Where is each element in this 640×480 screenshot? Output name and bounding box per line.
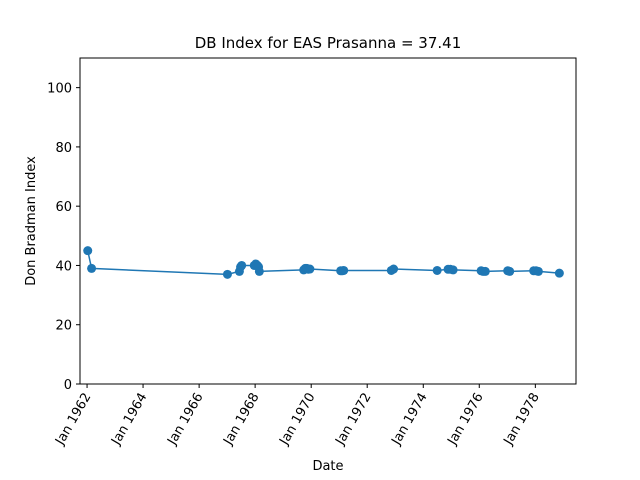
data-point	[533, 266, 543, 276]
y-axis-label: Don Bradman Index	[24, 156, 39, 286]
series-layer	[83, 246, 564, 279]
plot-background	[80, 58, 576, 384]
data-point	[254, 266, 264, 276]
plot-frame	[79, 57, 577, 385]
y-tick-label: 20	[55, 319, 72, 334]
y-tick-label: 80	[55, 141, 72, 156]
data-point	[505, 266, 515, 276]
y-axis: 0 20 40 60 80 100	[47, 82, 80, 393]
data-point	[339, 265, 349, 275]
chart-title: DB Index for EAS Prasanna = 37.41	[195, 34, 462, 52]
y-tick-label: 100	[47, 82, 72, 97]
data-point	[222, 269, 232, 279]
y-tick-label: 60	[55, 200, 72, 215]
data-point	[480, 266, 490, 276]
data-point	[432, 265, 442, 275]
data-point	[389, 264, 399, 274]
x-axis-label: Date	[312, 459, 343, 474]
data-point	[87, 263, 97, 273]
data-point	[305, 264, 315, 274]
data-point	[83, 246, 93, 256]
y-tick-label: 0	[64, 378, 72, 393]
plot-area	[80, 58, 576, 384]
y-tick-label: 40	[55, 259, 72, 274]
data-point	[237, 260, 247, 270]
data-point	[554, 268, 564, 278]
data-point	[448, 265, 458, 275]
